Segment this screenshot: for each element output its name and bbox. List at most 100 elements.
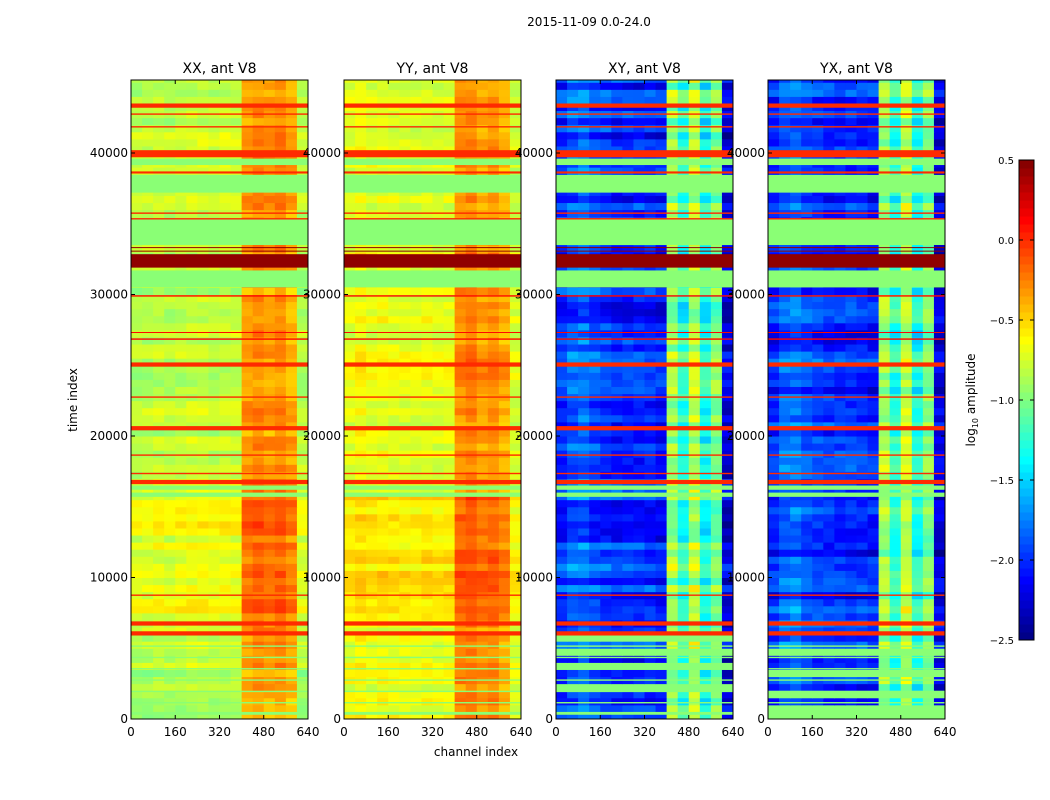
heatmap-cell: [399, 513, 411, 522]
heatmap-cell: [285, 605, 298, 614]
heatmap-cell: [410, 683, 422, 692]
heatmap-cell: [355, 634, 367, 642]
heatmap-cell: [556, 641, 568, 649]
heatmap-cell: [454, 669, 467, 678]
heatmap-cell: [355, 450, 367, 458]
heatmap-cell: [230, 96, 243, 104]
heatmap-cell: [465, 294, 478, 303]
heatmap-cell: [622, 365, 634, 373]
heatmap-cell: [556, 570, 568, 579]
heatmap-cell: [688, 535, 701, 543]
heatmap-cell: [476, 195, 489, 204]
heatmap-cell: [263, 542, 276, 550]
heatmap-cell: [164, 80, 176, 83]
heatmap-cell: [498, 117, 511, 126]
heatmap-cell: [699, 634, 712, 642]
heatmap-cell: [790, 641, 802, 649]
heatmap-cell: [432, 598, 445, 607]
heatmap-cell: [443, 372, 456, 380]
heatmap-cell: [366, 329, 378, 338]
heatmap-cell: [710, 690, 723, 699]
heatmap-cell: [801, 556, 813, 564]
heatmap-cell: [589, 365, 601, 373]
heatmap-cell: [252, 641, 265, 649]
heatmap-cell: [812, 683, 824, 692]
heatmap-cell: [274, 358, 287, 366]
heatmap-cell: [823, 634, 835, 642]
heatmap-cell: [410, 549, 422, 557]
heatmap-cell: [410, 450, 422, 458]
heatmap-cell: [241, 428, 254, 437]
heatmap-cell: [186, 605, 198, 614]
heatmap-cell: [611, 457, 623, 465]
heatmap-cell: [410, 612, 422, 621]
heatmap-cell: [465, 577, 478, 586]
heatmap-cell: [443, 499, 456, 508]
heatmap-cell: [823, 697, 835, 706]
heatmap-cell: [410, 131, 422, 140]
heatmap-cell: [175, 96, 187, 104]
heatmap-cell: [556, 563, 568, 571]
heatmap-cell: [476, 421, 489, 430]
heatmap-cell: [476, 520, 489, 529]
heatmap-cell: [578, 131, 590, 140]
heatmap-cell: [366, 513, 378, 522]
heatmap-cell: [611, 690, 623, 699]
heatmap-cell: [567, 414, 579, 423]
heatmap-cell: [655, 655, 668, 663]
heatmap-cell: [344, 294, 356, 303]
heatmap-cell: [578, 428, 590, 437]
heatmap-cell: [421, 648, 433, 656]
heatmap-cell: [688, 655, 701, 663]
heatmap-cell: [454, 697, 467, 706]
heatmap-cell: [219, 322, 232, 331]
heatmap-cell: [790, 535, 802, 543]
heatmap-cell: [633, 358, 645, 366]
y-tick-label: 30000: [303, 288, 341, 302]
heatmap-cell: [399, 336, 411, 345]
heatmap-cell: [399, 322, 411, 331]
heatmap-cell: [688, 513, 701, 522]
heatmap-cell: [252, 535, 265, 543]
heatmap-cell: [911, 549, 924, 557]
heatmap-cell: [710, 421, 723, 430]
heatmap-cell: [377, 612, 389, 621]
heatmap-cell: [666, 407, 679, 416]
heatmap-cell: [834, 627, 846, 635]
heatmap-cell: [164, 627, 176, 635]
heatmap-cell: [900, 711, 913, 720]
heatmap-cell: [600, 308, 612, 317]
flagged-band: [556, 679, 733, 681]
heatmap-cell: [263, 697, 276, 706]
heatmap-cell: [589, 605, 601, 614]
heatmap-cell: [922, 669, 935, 678]
heatmap-cell: [263, 499, 276, 508]
heatmap-cell: [388, 315, 400, 324]
heatmap-cell: [611, 407, 623, 416]
heatmap-cell: [421, 124, 433, 133]
heatmap-cell: [867, 577, 880, 586]
heatmap-cell: [476, 308, 489, 317]
heatmap-cell: [421, 605, 433, 614]
heatmap-cell: [589, 563, 601, 571]
heatmap-cell: [230, 315, 243, 324]
heatmap-cell: [153, 690, 165, 699]
heatmap-cell: [377, 336, 389, 345]
heatmap-cell: [578, 244, 590, 253]
heatmap-cell: [219, 167, 232, 175]
heatmap-cell: [567, 96, 579, 104]
heatmap-cell: [666, 683, 679, 692]
heatmap-cell: [241, 372, 254, 380]
heatmap-cell: [197, 379, 209, 387]
heatmap-cell: [655, 612, 668, 621]
heatmap-cell: [443, 563, 456, 571]
flagged-band: [131, 702, 308, 704]
heatmap-cell: [186, 577, 198, 586]
heatmap-cell: [230, 386, 243, 395]
heatmap-cell: [622, 683, 634, 692]
heatmap-cell: [900, 669, 913, 678]
heatmap-cell: [801, 690, 813, 699]
heatmap-cell: [498, 124, 511, 133]
heatmap-cell: [721, 96, 734, 104]
